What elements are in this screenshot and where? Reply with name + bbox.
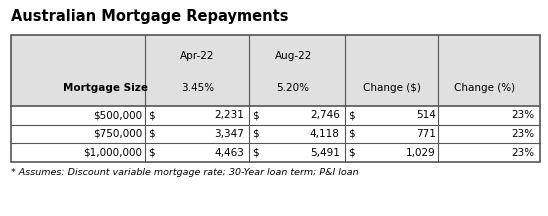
Text: 23%: 23% <box>511 148 534 158</box>
Text: 23%: 23% <box>511 129 534 139</box>
Text: $500,000: $500,000 <box>93 110 142 120</box>
Text: 2,746: 2,746 <box>310 110 340 120</box>
Text: 4,463: 4,463 <box>214 148 244 158</box>
Text: Aug-22: Aug-22 <box>275 51 312 61</box>
Bar <box>11 106 540 125</box>
Text: $: $ <box>252 148 259 158</box>
Text: Change ($): Change ($) <box>363 83 421 93</box>
Bar <box>11 35 540 106</box>
Bar <box>11 143 540 162</box>
Text: $: $ <box>348 129 355 139</box>
Text: 23%: 23% <box>511 110 534 120</box>
Text: 5,491: 5,491 <box>310 148 340 158</box>
Text: 4,118: 4,118 <box>310 129 340 139</box>
Text: $: $ <box>252 129 259 139</box>
Text: Change (%): Change (%) <box>454 83 516 93</box>
Text: $750,000: $750,000 <box>93 129 142 139</box>
Text: 1,029: 1,029 <box>406 148 436 158</box>
Bar <box>11 125 540 143</box>
Text: 2,231: 2,231 <box>214 110 244 120</box>
Text: Australian Mortgage Repayments: Australian Mortgage Repayments <box>11 9 288 24</box>
Text: $: $ <box>348 110 355 120</box>
Text: $1,000,000: $1,000,000 <box>83 148 142 158</box>
Text: 771: 771 <box>416 129 436 139</box>
Text: 514: 514 <box>416 110 436 120</box>
Text: $: $ <box>348 148 355 158</box>
Text: Mortgage Size: Mortgage Size <box>63 83 148 93</box>
Text: Apr-22: Apr-22 <box>180 51 214 61</box>
Text: 5.20%: 5.20% <box>277 83 310 93</box>
Text: 3,347: 3,347 <box>214 129 244 139</box>
Bar <box>11 35 540 162</box>
Text: $: $ <box>148 129 155 139</box>
Text: $: $ <box>252 110 259 120</box>
Text: $: $ <box>148 110 155 120</box>
Text: 3.45%: 3.45% <box>181 83 214 93</box>
Text: $: $ <box>148 148 155 158</box>
Text: * Assumes: Discount variable mortgage rate; 30-Year loan term; P&I loan: * Assumes: Discount variable mortgage ra… <box>11 168 358 178</box>
